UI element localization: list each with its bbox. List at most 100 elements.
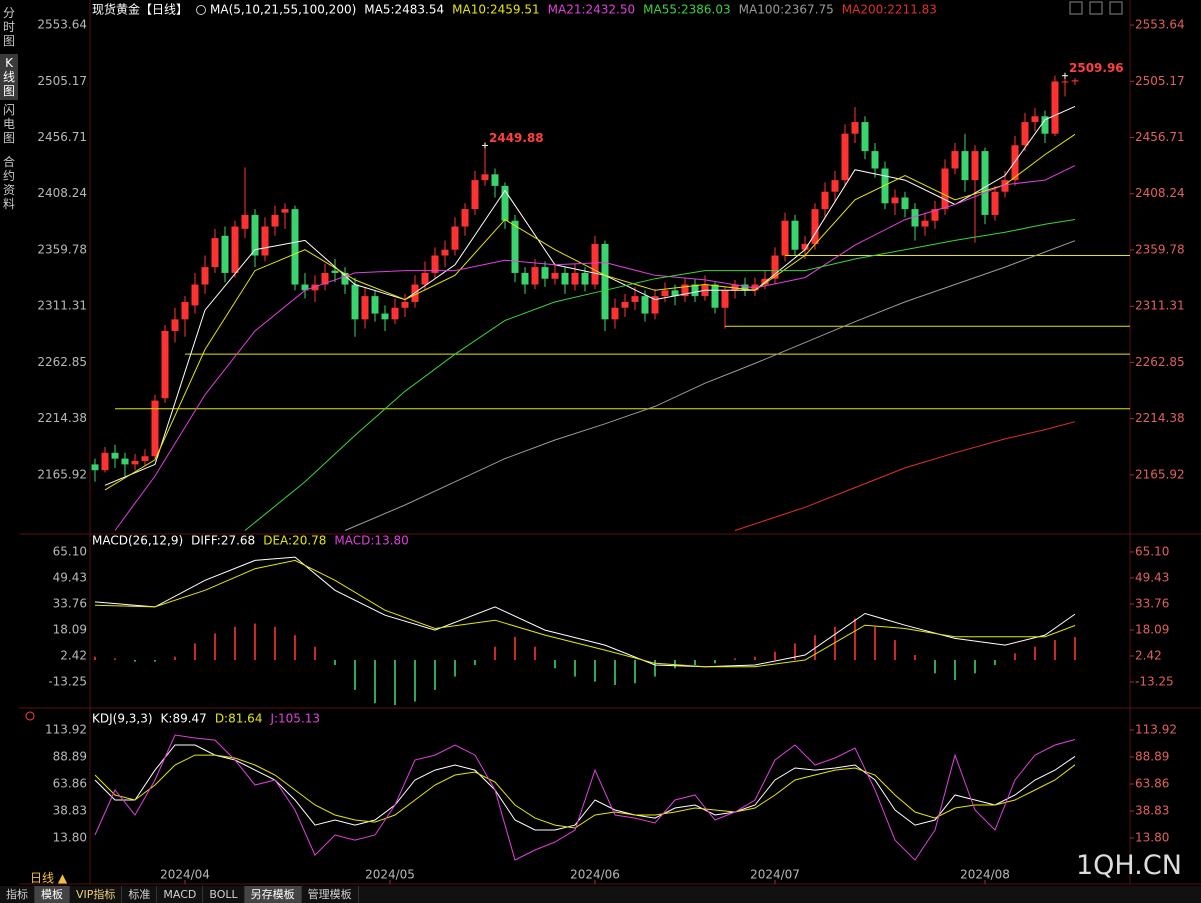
- toolbar-tab[interactable]: 指标: [0, 886, 35, 903]
- candle-body: [271, 214, 279, 227]
- candle-body: [371, 296, 379, 314]
- candle-body: [491, 174, 499, 186]
- chart-title: KDJ(9,3,3): [92, 712, 153, 726]
- y-tick-label: 113.92: [45, 722, 87, 736]
- candle-body: [391, 307, 399, 320]
- candle-body: [171, 319, 179, 331]
- series-line: [734, 421, 1076, 531]
- legend-entry: MA100:2367.75: [739, 3, 834, 17]
- candle-body: [981, 151, 989, 215]
- candle-body: [1021, 122, 1029, 146]
- candle-body: [161, 330, 169, 399]
- y-tick-label: 2408.24: [1135, 186, 1185, 200]
- legend-entry: DIFF:27.68: [191, 534, 255, 548]
- y-tick-label: 38.83: [53, 804, 87, 818]
- high-label: 2509.96: [1069, 61, 1124, 75]
- candle-body: [751, 284, 759, 291]
- y-tick-label: 63.86: [1135, 777, 1169, 791]
- legend-entry: J:105.13: [269, 712, 320, 726]
- y-tick-label: 2505.17: [1135, 74, 1185, 88]
- legend-entry: K:89.47: [161, 712, 207, 726]
- y-tick-label: 113.92: [1135, 722, 1177, 736]
- candle-body: [451, 226, 459, 250]
- y-tick-label: 13.80: [1135, 831, 1169, 845]
- y-tick-label: 2.42: [60, 648, 87, 662]
- toolbar-tab[interactable]: 另存模板: [244, 886, 302, 903]
- side-tab[interactable]: K线图: [0, 54, 18, 100]
- series-line: [344, 240, 1076, 531]
- x-tick-label: 2024/07: [750, 868, 800, 882]
- y-tick-label: 2214.38: [1135, 411, 1185, 425]
- candle-body: [571, 272, 579, 285]
- y-tick-label: 88.89: [53, 750, 87, 764]
- settings-icon[interactable]: [196, 5, 207, 15]
- y-tick-label: 18.09: [1135, 622, 1169, 636]
- background: [19, 0, 1201, 886]
- x-tick-label: 2024/06: [570, 868, 620, 882]
- y-tick-label: 88.89: [1135, 750, 1169, 764]
- candle-body: [131, 460, 139, 465]
- candle-body: [841, 133, 849, 181]
- window-button[interactable]: [1109, 1, 1123, 15]
- candle-body: [151, 400, 159, 457]
- side-tab[interactable]: 闪电图: [2, 103, 15, 145]
- candle-body: [441, 249, 449, 256]
- kdj-icon[interactable]: [25, 711, 35, 721]
- y-tick-label: 65.10: [53, 544, 87, 558]
- pane: [94, 556, 1076, 705]
- y-tick-label: 63.86: [53, 777, 87, 791]
- y-tick-label: 2.42: [1135, 648, 1162, 662]
- window-button[interactable]: [1089, 1, 1103, 15]
- candle-body: [261, 226, 269, 256]
- toolbar-tab[interactable]: BOLL: [203, 886, 245, 903]
- candle-body: [591, 243, 599, 285]
- toolbar-tab[interactable]: 管理模板: [302, 886, 359, 903]
- toolbar-tab[interactable]: MACD: [157, 886, 204, 903]
- candle-body: [291, 209, 299, 285]
- candle-body: [431, 255, 439, 273]
- legend-entry: D:81.64: [215, 712, 263, 726]
- candle-body: [521, 272, 529, 285]
- toolbar-tab[interactable]: 标准: [122, 886, 158, 903]
- period-selector[interactable]: 日线 ▲: [30, 871, 68, 885]
- candle-body: [581, 272, 589, 285]
- candle-body: [931, 209, 939, 221]
- pane: [94, 734, 1076, 861]
- candle-body: [481, 174, 489, 181]
- candle-body: [991, 191, 999, 215]
- candle-body: [471, 180, 479, 210]
- candle-body: [421, 272, 429, 285]
- candle-body: [1051, 81, 1059, 134]
- x-tick-label: 2024/04: [160, 868, 210, 882]
- candle-body: [251, 214, 259, 256]
- window-button[interactable]: [1069, 1, 1083, 15]
- candle-body: [971, 151, 979, 181]
- candle-body: [831, 180, 839, 192]
- side-tab[interactable]: 合约资料: [2, 155, 15, 211]
- candle-body: [111, 452, 119, 459]
- y-tick-label: 49.43: [1135, 570, 1169, 584]
- candle-body: [621, 301, 629, 308]
- candle-body: [941, 168, 949, 210]
- toolbar-tab[interactable]: VIP指标: [70, 886, 123, 903]
- y-tick-label: 2262.85: [37, 355, 87, 369]
- y-tick-label: 2359.78: [1135, 242, 1185, 256]
- candle-body: [961, 151, 969, 181]
- y-tick-label: 2165.92: [37, 467, 87, 481]
- candle-body: [951, 151, 959, 169]
- chart-title: 现货黄金【日线】: [92, 2, 188, 17]
- toolbar-tab[interactable]: 模板: [35, 886, 70, 903]
- candle-body: [781, 220, 789, 256]
- candle-body: [341, 272, 349, 285]
- y-tick-label: 2456.71: [1135, 130, 1185, 144]
- side-tab[interactable]: 分时图: [2, 6, 15, 48]
- y-tick-label: 2311.31: [37, 299, 87, 313]
- watermark: 1QH.CN: [1076, 850, 1182, 881]
- candle-body: [871, 151, 879, 169]
- candle-body: [201, 267, 209, 285]
- series-line: [244, 219, 1076, 531]
- toolbar: 指标 模板 VIP指标 标准 MACD BOLL 另存模板 管理模板: [0, 886, 1201, 903]
- candle-body: [281, 209, 289, 213]
- candle-body: [851, 122, 859, 134]
- candle-body: [911, 209, 919, 227]
